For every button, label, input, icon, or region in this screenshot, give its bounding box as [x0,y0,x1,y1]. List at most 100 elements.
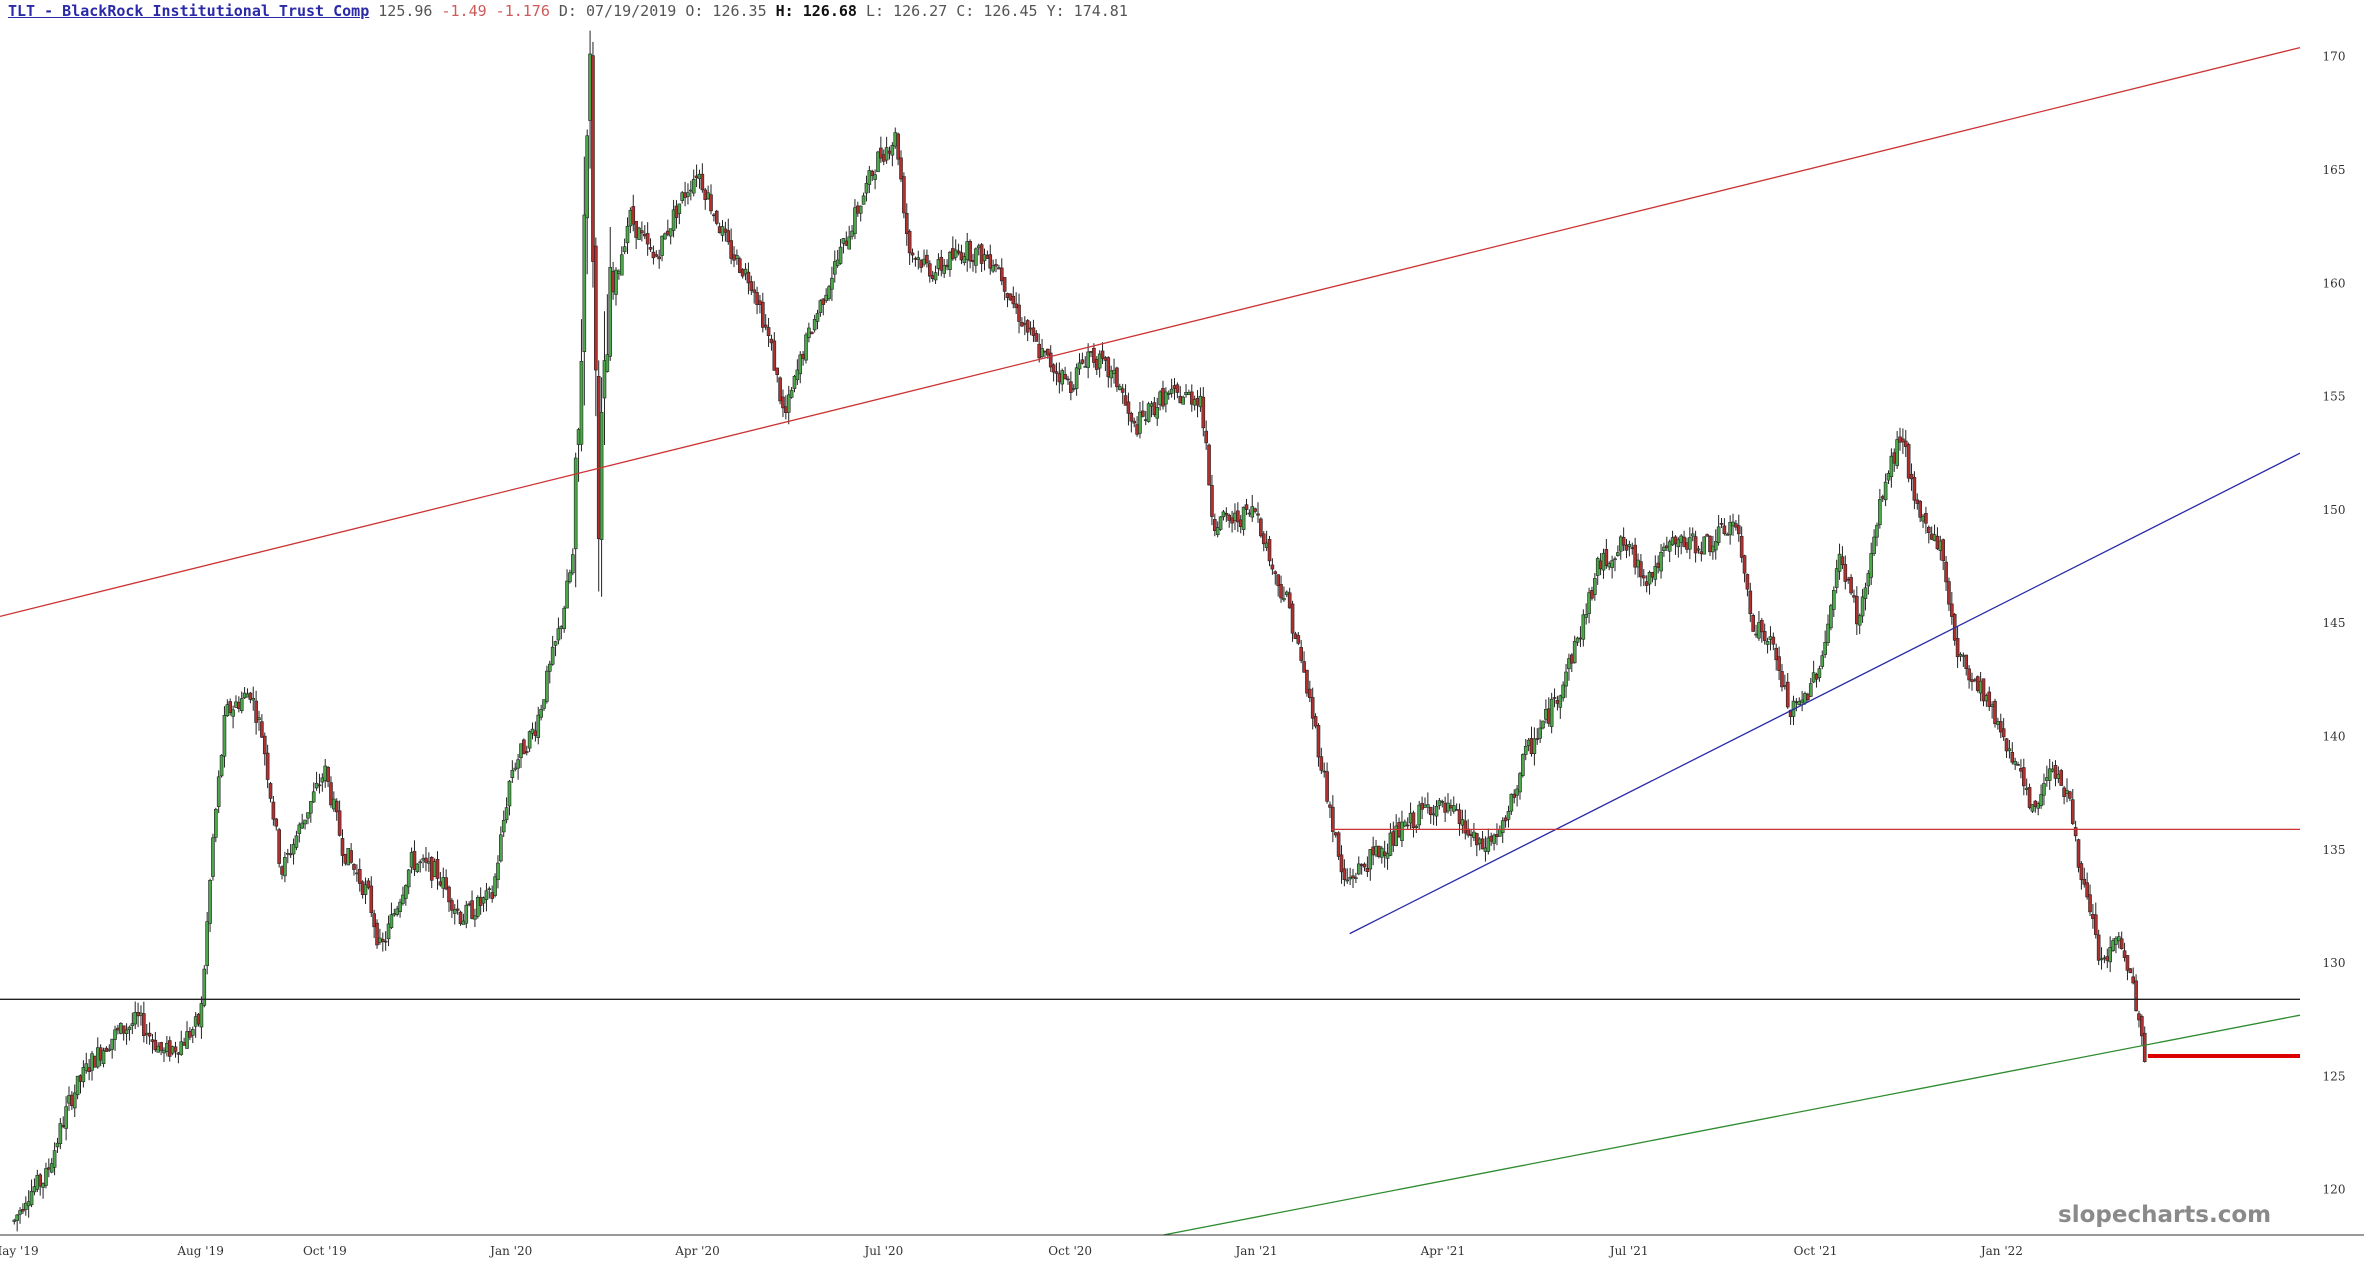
last-price: 125.96 [378,2,433,20]
candle [951,236,955,261]
candle [1823,630,1827,658]
candle [101,1047,106,1068]
candle-body [499,834,503,862]
candle [1618,535,1623,560]
candle-body [1820,655,1825,667]
candle-body [1814,673,1819,680]
candle [231,705,235,729]
candle [1129,411,1134,433]
candle [1057,362,1062,394]
candle [438,871,443,887]
candle-body [1025,320,1030,333]
candle-body [1449,805,1453,809]
candle [585,129,589,275]
candle-body [864,183,869,194]
candle-body [1143,419,1148,421]
candle [1886,470,1891,484]
candle [902,172,906,219]
candle [717,222,722,234]
candle-body [1408,812,1413,824]
candle-body [1077,362,1082,370]
candle [1748,582,1753,623]
candle-body [899,157,903,180]
candle-body [1310,697,1315,719]
candle [637,226,641,240]
candle-body [1598,560,1603,570]
candle-body [1451,805,1456,812]
candle-body [1967,668,1971,681]
candle [536,706,541,745]
candle-body [1034,333,1039,342]
candle-body [694,175,699,179]
ticker-title-link[interactable]: TLT - BlackRock Institutional Trust Comp [8,2,370,20]
candle-body [1895,439,1899,466]
candle [216,770,221,814]
candle-body [1736,525,1741,535]
candle [2122,942,2127,962]
candle [1952,612,1957,646]
candle-body [951,248,955,260]
candle [1276,574,1280,597]
candle [1449,799,1453,816]
candle-body [2030,804,2035,812]
candle [395,905,399,917]
candle-body [2068,791,2072,799]
candle [1431,804,1436,826]
candle-body [608,267,613,357]
candle [504,797,509,824]
candle [1143,411,1148,426]
candle [962,252,967,266]
candle [867,165,872,194]
candle [392,908,397,917]
candle-body [1495,834,1499,837]
candle [1382,840,1387,868]
candle-body [858,205,863,214]
candle-body [424,857,428,863]
candle [340,829,345,867]
candle [1624,538,1629,559]
candle-body [1708,535,1712,553]
candle-body [772,340,777,371]
trendlines[interactable] [0,46,2301,1236]
candle-body [1161,388,1165,407]
candle [107,1044,112,1052]
candle [1132,417,1137,428]
candle-body [1768,636,1773,640]
candle-body [1215,527,1220,535]
candle-body [349,850,353,863]
candle [38,1173,42,1196]
candle-body [1883,481,1888,501]
candle [1777,646,1781,681]
candle-body [565,580,569,609]
candle-body [1604,549,1609,566]
candle-body [1682,536,1686,547]
candle-body [1964,654,1969,669]
candle [490,885,494,903]
candle [1106,356,1111,388]
candle-body [139,1012,143,1016]
candle [1184,384,1188,398]
candle [450,898,454,918]
candle [1970,672,1974,691]
candle [1762,623,1767,645]
candle-body [478,896,483,906]
candle-body [119,1022,123,1034]
candle [890,142,895,167]
candle [432,858,437,878]
candle [2119,931,2124,950]
candle-body [674,205,679,218]
candle [1333,831,1338,838]
candle-body [1339,854,1344,873]
candle-body [706,192,710,200]
candle [873,169,877,190]
candle [1633,537,1637,575]
candle-body [260,721,264,738]
candle-body [1207,444,1211,486]
candle [349,843,353,864]
candle [1673,535,1678,555]
candle-body [107,1048,112,1051]
candle [997,264,1001,270]
candle [268,781,273,803]
candle [674,200,679,229]
